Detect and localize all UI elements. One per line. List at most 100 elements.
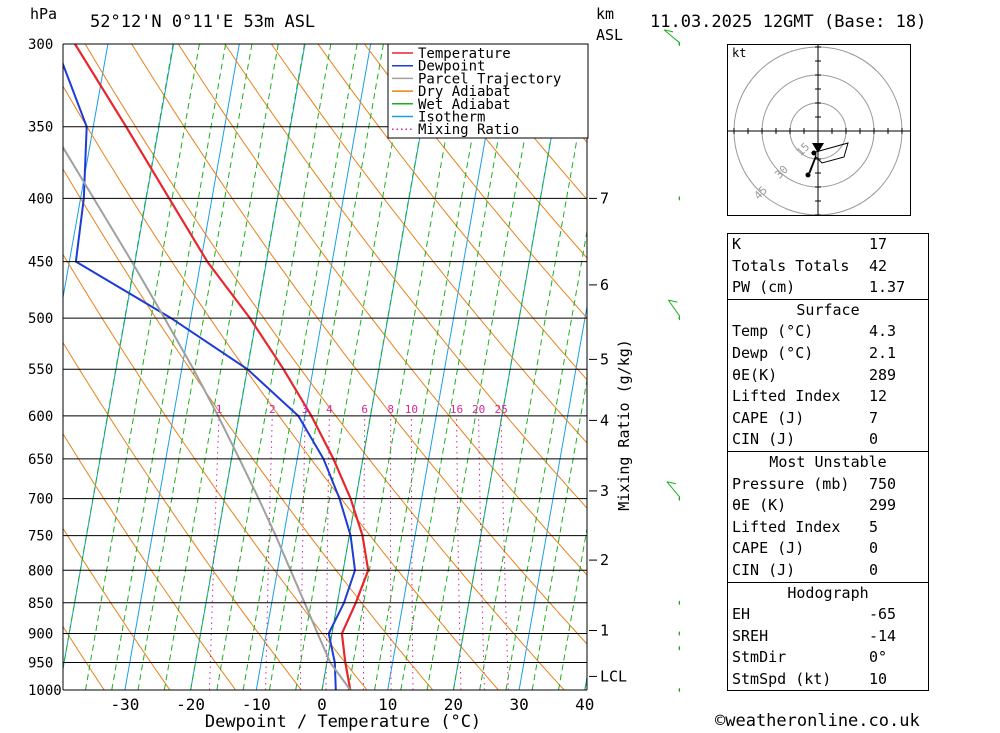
- wind-barb-dot: [678, 687, 680, 693]
- stat-row: SREH -14: [732, 626, 897, 645]
- km-unit-label: km: [596, 5, 615, 23]
- isotherm-line: [63, 44, 175, 672]
- km-tick-label: 5: [600, 350, 609, 368]
- mixing-ratio-label: 20: [472, 403, 485, 416]
- wet-adiabat-line: [111, 44, 227, 690]
- stat-row: CAPE (J) 7: [732, 408, 879, 427]
- mixing-ratio-line: [500, 415, 509, 690]
- asl-unit-label: ASL: [596, 26, 624, 44]
- wind-barb-staff: [667, 299, 680, 318]
- legend-entry: Dewpoint: [418, 59, 485, 75]
- km-tick-label: 1: [600, 622, 609, 640]
- hodograph-unit: kt: [732, 46, 747, 60]
- mixing-ratio-line: [209, 415, 220, 690]
- temperature-tick-label: -30: [110, 695, 139, 714]
- mixing-ratio-line: [265, 415, 273, 690]
- dry-adiabat-line: [63, 85, 499, 690]
- dry-adiabat-line: [644, 44, 680, 690]
- most-unstable-section: Most Unstable Pressure (mb) 750 θE (K) 299…: [728, 450, 928, 582]
- location-title: 52°12'N 0°11'E 53m ASL: [90, 12, 316, 32]
- copyright-footer: ©weatheronline.co.uk: [715, 711, 920, 731]
- stat-row: θE(K) 289: [732, 365, 897, 384]
- isotherm-line: [124, 44, 240, 690]
- temperature-tick-label: 20: [444, 695, 463, 714]
- pressure-tick-label: 850: [28, 596, 53, 612]
- wind-barb-dot: [678, 600, 680, 606]
- mixing-ratio-label: 6: [361, 403, 368, 416]
- pressure-tick-label: 500: [28, 311, 53, 327]
- dry-adiabat-line: [131, 44, 587, 645]
- pressure-unit-label: hPa: [30, 5, 58, 23]
- mixing-ratio-label: 4: [326, 403, 333, 416]
- legend-entry: Isotherm: [418, 110, 485, 126]
- hodograph-point: [805, 172, 811, 178]
- km-tick-label: 7: [600, 189, 609, 207]
- km-tick-label: 6: [600, 276, 609, 294]
- stat-row: Temp (°C) 4.3: [732, 322, 897, 341]
- wet-adiabat-line: [400, 44, 516, 690]
- temperature-tick-label: 0: [317, 695, 327, 714]
- isotherm-line: [321, 44, 437, 690]
- series-parcel-trajectory: [63, 145, 352, 690]
- isotherm-line: [190, 44, 306, 690]
- surface-section: Surface Temp (°C) 4.3 Dewp (°C) 2.1 θE(K) 2…: [728, 298, 928, 451]
- x-axis-label: Dewpoint / Temperature (°C): [205, 712, 481, 732]
- wet-adiabat-line: [374, 44, 490, 690]
- pressure-tick-label: 400: [28, 191, 53, 207]
- pressure-tick-label: 900: [28, 627, 53, 643]
- hodograph-point: [811, 150, 817, 156]
- km-tick-label: LCL: [600, 667, 627, 685]
- isotherm-line: [452, 44, 569, 690]
- stat-row: K 17: [732, 235, 888, 253]
- stat-row: Pressure (mb) 750: [732, 474, 897, 493]
- wind-barb-dot: [678, 196, 680, 201]
- wind-barb-staff: [663, 29, 680, 44]
- dry-adiabat-line: [63, 527, 171, 690]
- pressure-tick-label: 350: [28, 120, 53, 136]
- section-title: Hodograph: [787, 583, 869, 602]
- wind-barb-flag: [666, 481, 677, 485]
- wet-adiabat-line: [137, 44, 253, 690]
- legend-entry: Wet Adiabat: [418, 97, 511, 113]
- wet-adiabat-line: [295, 44, 411, 690]
- wind-barb-dot: [678, 645, 680, 651]
- temperature-tick-label: 40: [575, 695, 594, 714]
- wind-barb-flag: [668, 299, 678, 303]
- stat-row: StmDir 0°: [732, 648, 888, 667]
- wind-barb-flag: [663, 29, 674, 33]
- datetime-title: 11.03.2025 12GMT (Base: 18): [650, 12, 927, 32]
- pressure-tick-label: 450: [28, 255, 53, 271]
- legend-entry: Parcel Trajectory: [418, 71, 561, 87]
- wet-adiabat-line: [163, 44, 279, 690]
- mixing-ratio-label: 8: [387, 403, 394, 416]
- pressure-tick-label: 650: [28, 452, 53, 468]
- stat-row: StmSpd (kt) 10: [732, 669, 888, 688]
- dry-adiabat-line: [503, 44, 587, 144]
- pressure-tick-label: 750: [28, 529, 53, 545]
- stat-row: Lifted Index 12: [732, 387, 888, 406]
- dry-adiabat-line: [410, 44, 587, 259]
- isotherm-line: [651, 44, 681, 690]
- dry-adiabat-line: [84, 44, 565, 690]
- dry-adiabat-line: [317, 44, 587, 381]
- stat-row: EH -65: [732, 605, 897, 624]
- hodograph-trace: [807, 142, 849, 176]
- temperature-tick-label: 30: [509, 695, 528, 714]
- dry-adiabat-line: [364, 44, 587, 319]
- legend-entry: Dry Adiabat: [418, 84, 511, 100]
- section-title: Most Unstable: [769, 452, 887, 471]
- mixing-ratio-label: 1: [216, 403, 223, 416]
- legend-entry: Temperature: [418, 46, 511, 62]
- mixing-ratio-label: 3: [302, 403, 309, 416]
- pressure-tick-label: 700: [28, 492, 53, 508]
- series-temperature: [74, 44, 370, 690]
- temperature-tick-label: 10: [378, 695, 397, 714]
- section-title: Surface: [796, 300, 860, 319]
- dry-adiabat-line: [457, 44, 587, 201]
- isotherm-line: [387, 44, 503, 690]
- general-indices: K 17 Totals Totals 42 PW (cm) 1.37: [728, 234, 928, 299]
- skew-t-diagram: 1 2 3 4 6 8 10 16 20 2530035040045050055060065070…: [28, 29, 681, 732]
- stat-row: Lifted Index 5: [732, 517, 879, 536]
- hodograph-panel: kt 15 30 45: [727, 44, 911, 216]
- legend-entry: Mixing Ratio: [418, 122, 519, 138]
